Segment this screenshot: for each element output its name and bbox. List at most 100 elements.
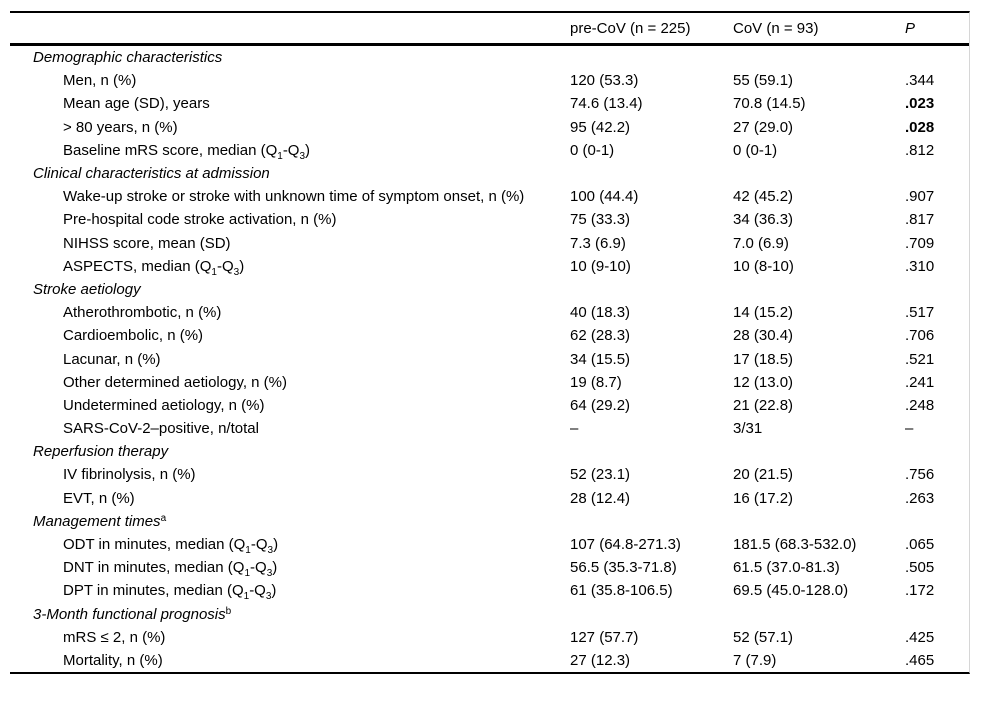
cov-value: 17 (18.5) [733,350,794,368]
section-header-row: 3-Month functional prognosisb [10,603,969,626]
table-row: NIHSS score, mean (SD) 7.3 (6.9) 7.0 (6.9)… [10,232,969,255]
cov-value: 70.8 (14.5) [733,95,806,113]
section-title: Reperfusion therapy [33,443,169,461]
pre-cov-value: 75 (33.3) [570,211,631,229]
row-label: ODT in minutes, median (Q1-Q3) [63,536,279,557]
cov-value: 34 (36.3) [733,211,794,229]
pre-cov-value: 7.3 (6.9) [570,234,626,252]
section-header-row: Stroke aetiology [10,278,969,301]
pre-cov-value: 56.5 (35.3-71.8) [570,559,677,577]
row-label: SARS-CoV-2–positive, n/total [63,420,259,438]
pre-cov-value: 61 (35.8-106.5) [570,582,673,600]
cov-value: 7.0 (6.9) [733,234,789,252]
p-value: .310 [905,257,935,275]
table-row: ODT in minutes, median (Q1-Q3) 107 (64.8-… [10,533,969,556]
row-label: Lacunar, n (%) [63,350,161,368]
cov-value: 181.5 (68.3-532.0) [733,536,857,554]
row-label: Other determined aetiology, n (%) [63,373,287,391]
p-value: .028 [905,118,935,136]
p-value: .756 [905,466,935,484]
row-label: IV fibrinolysis, n (%) [63,466,196,484]
table-row: Undetermined aetiology, n (%) 64 (29.2) 21… [10,394,969,417]
p-value: .521 [905,350,935,368]
p-value: .241 [905,373,935,391]
pre-cov-value: 120 (53.3) [570,72,639,90]
pre-cov-value: 100 (44.4) [570,188,639,206]
pre-cov-value: 40 (18.3) [570,304,631,322]
table-row: Cardioembolic, n (%) 62 (28.3) 28 (30.4) .7… [10,324,969,347]
p-value: .172 [905,582,935,600]
section-header-row: Demographic characteristics [10,46,969,69]
table-header-row: pre-CoV (n = 225) CoV (n = 93) P [10,13,969,46]
row-label: Mean age (SD), years [63,95,210,113]
comparison-table: pre-CoV (n = 225) CoV (n = 93) P Demogra… [10,11,970,675]
row-label: NIHSS score, mean (SD) [63,234,231,252]
table-body: Demographic characteristics Men, n (%) 120… [10,46,969,672]
p-value: .344 [905,72,935,90]
pre-cov-value: 62 (28.3) [570,327,631,345]
p-value: .248 [905,396,935,414]
cov-value: 21 (22.8) [733,396,794,414]
cov-value: 42 (45.2) [733,188,794,206]
section-header-row: Reperfusion therapy [10,440,969,463]
pre-cov-value: 52 (23.1) [570,466,631,484]
pre-cov-value: 27 (12.3) [570,651,631,669]
row-label: ASPECTS, median (Q1-Q3) [63,257,245,278]
pre-cov-value: 10 (9-10) [570,257,631,275]
p-value: .465 [905,651,935,669]
row-label: DPT in minutes, median (Q1-Q3) [63,582,277,603]
table-row: Wake-up stroke or stroke with unknown ti… [10,185,969,208]
row-label: Men, n (%) [63,72,137,90]
row-label: Pre-hospital code stroke activation, n (… [63,211,337,229]
table-row: SARS-CoV-2–positive, n/total – 3/31 – [10,417,969,440]
p-value: .505 [905,559,935,577]
row-label: Atherothrombotic, n (%) [63,304,222,322]
pre-cov-value: 64 (29.2) [570,396,631,414]
row-label: mRS ≤ 2, n (%) [63,628,166,646]
pre-cov-value: 127 (57.7) [570,628,639,646]
cov-value: 27 (29.0) [733,118,794,136]
table-row: Lacunar, n (%) 34 (15.5) 17 (18.5) .521 [10,347,969,370]
table-row: Other determined aetiology, n (%) 19 (8.7… [10,371,969,394]
cov-value: 20 (21.5) [733,466,794,484]
table-row: Baseline mRS score, median (Q1-Q3) 0 (0-1… [10,139,969,162]
row-label: Cardioembolic, n (%) [63,327,204,345]
pre-cov-value: 74.6 (13.4) [570,95,643,113]
table-row: DNT in minutes, median (Q1-Q3) 56.5 (35.3… [10,556,969,579]
table-row: DPT in minutes, median (Q1-Q3) 61 (35.8-1… [10,579,969,602]
p-value: .065 [905,536,935,554]
row-label: Baseline mRS score, median (Q1-Q3) [63,141,311,162]
cov-value: 12 (13.0) [733,373,794,391]
p-value: .709 [905,234,935,252]
p-value: .517 [905,304,935,322]
cov-value: 10 (8-10) [733,257,794,275]
p-value: .817 [905,211,935,229]
section-header-row: Management timesa [10,510,969,533]
cov-value: 14 (15.2) [733,304,794,322]
row-label: Undetermined aetiology, n (%) [63,396,265,414]
table-row: > 80 years, n (%) 95 (42.2) 27 (29.0) .028 [10,116,969,139]
p-value: .706 [905,327,935,345]
section-title: Stroke aetiology [33,280,141,298]
table-row: mRS ≤ 2, n (%) 127 (57.7) 52 (57.1) .425 [10,626,969,649]
cov-value: 7 (7.9) [733,651,777,669]
row-label: > 80 years, n (%) [63,118,178,136]
pre-cov-value: 28 (12.4) [570,489,631,507]
cov-value: 69.5 (45.0-128.0) [733,582,849,600]
p-value: – [905,420,914,438]
header-pre-cov: pre-CoV (n = 225) [570,19,691,37]
table-row: Mortality, n (%) 27 (12.3) 7 (7.9) .465 [10,649,969,672]
p-value: .812 [905,141,935,159]
section-title: Clinical characteristics at admission [33,165,270,183]
cov-value: 61.5 (37.0-81.3) [733,559,840,577]
row-label: DNT in minutes, median (Q1-Q3) [63,559,278,580]
pre-cov-value: 95 (42.2) [570,118,631,136]
section-header-row: Clinical characteristics at admission [10,162,969,185]
pre-cov-value: 0 (0-1) [570,141,615,159]
table-row: Atherothrombotic, n (%) 40 (18.3) 14 (15.2… [10,301,969,324]
row-label: Mortality, n (%) [63,651,163,669]
pre-cov-value: 34 (15.5) [570,350,631,368]
p-value: .263 [905,489,935,507]
section-title: Management timesa [33,512,167,530]
header-cov: CoV (n = 93) [733,19,819,37]
